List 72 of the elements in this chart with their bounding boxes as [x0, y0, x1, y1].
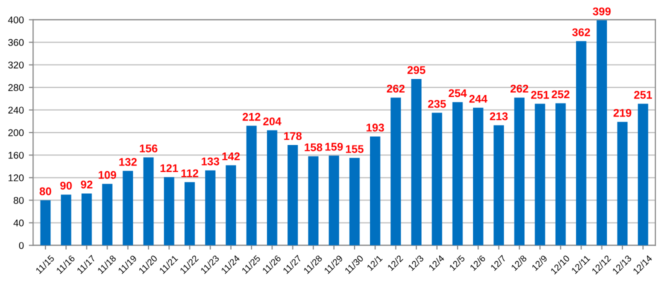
bar: [617, 122, 628, 246]
bar: [288, 144, 298, 246]
data-label: 213: [490, 112, 508, 120]
data-label: 362: [572, 28, 590, 36]
y-tick-label: 120: [8, 174, 24, 182]
data-label: 254: [448, 89, 467, 98]
bar: [370, 136, 380, 246]
data-label: 121: [160, 164, 178, 172]
data-label: 212: [242, 112, 260, 121]
data-label: 193: [366, 124, 384, 132]
bar: [122, 170, 134, 246]
data-label: 109: [98, 171, 116, 179]
data-label: 204: [263, 117, 282, 126]
data-label: 156: [140, 144, 158, 152]
data-label: 92: [80, 180, 92, 188]
bar: [308, 156, 318, 246]
y-tick-label: 240: [8, 106, 24, 114]
data-label: 132: [119, 158, 137, 166]
bar: [143, 157, 154, 246]
data-label: 142: [222, 152, 240, 160]
bar: [226, 165, 236, 246]
bar: [328, 156, 340, 246]
data-label: 219: [614, 108, 632, 117]
bar: [349, 158, 360, 246]
data-label: 251: [531, 90, 549, 99]
data-label: 155: [346, 145, 364, 153]
bar: [411, 78, 422, 246]
bar: [102, 184, 112, 246]
y-tick-label: 400: [8, 16, 24, 24]
bar: [494, 125, 504, 246]
bar: [82, 193, 92, 246]
data-label: 80: [40, 187, 52, 196]
y-tick-label: 80: [14, 196, 24, 204]
data-label: 235: [428, 100, 446, 108]
data-label: 262: [386, 84, 405, 93]
y-tick-label: 0: [19, 242, 24, 249]
bar: [432, 112, 442, 246]
data-label: 178: [284, 132, 302, 140]
data-label: 251: [634, 90, 652, 99]
bar: [184, 182, 195, 246]
y-tick-label: 280: [8, 84, 24, 92]
data-label: 244: [469, 94, 488, 103]
data-label: 133: [202, 157, 220, 166]
bar: [555, 103, 566, 246]
bar: [576, 41, 586, 246]
bar: [164, 177, 174, 246]
bar: [452, 102, 463, 246]
bar: [534, 104, 546, 246]
bar: [246, 126, 257, 246]
y-tick-label: 160: [8, 152, 24, 159]
data-label: 158: [304, 143, 322, 152]
bar: [205, 170, 216, 246]
bar: [390, 98, 401, 246]
data-label: 159: [325, 142, 343, 151]
bar: [638, 104, 648, 246]
data-label: 112: [181, 169, 198, 178]
data-label: 295: [407, 66, 426, 74]
bar: [40, 200, 51, 246]
bar: [514, 98, 525, 246]
data-label: 262: [510, 84, 528, 93]
bar: [596, 20, 607, 246]
data-label: 90: [60, 182, 72, 190]
y-tick-label: 320: [8, 62, 24, 68]
y-tick-label: 200: [8, 129, 24, 136]
y-tick-label: 40: [13, 220, 24, 226]
x-tick-label: 12/1: [366, 254, 383, 271]
data-label: 252: [552, 90, 570, 98]
y-tick-label: 360: [8, 39, 24, 46]
bar: [266, 130, 278, 246]
bar: [60, 194, 72, 246]
data-label: 399: [592, 7, 611, 16]
bar: [473, 108, 484, 246]
